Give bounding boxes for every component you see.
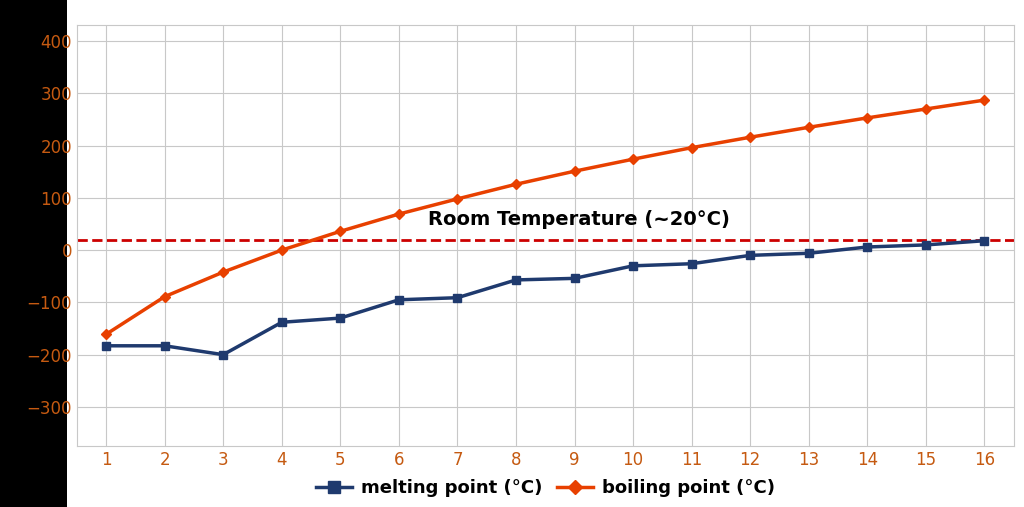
Legend: melting point (°C), boiling point (°C): melting point (°C), boiling point (°C) (308, 472, 782, 504)
Text: Room Temperature (~20°C): Room Temperature (~20°C) (428, 210, 730, 229)
